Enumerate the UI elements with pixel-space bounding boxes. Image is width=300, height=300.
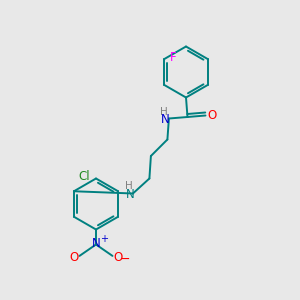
Text: O: O	[70, 251, 79, 264]
Text: N: N	[92, 237, 101, 250]
Text: +: +	[100, 234, 108, 244]
Text: O: O	[113, 251, 122, 264]
Text: O: O	[208, 109, 217, 122]
Text: Cl: Cl	[79, 169, 90, 183]
Text: H: H	[125, 181, 133, 191]
Text: F: F	[170, 51, 177, 64]
Text: H: H	[160, 107, 167, 117]
Text: −: −	[120, 253, 130, 266]
Text: N: N	[161, 112, 170, 126]
Text: N: N	[126, 188, 135, 201]
